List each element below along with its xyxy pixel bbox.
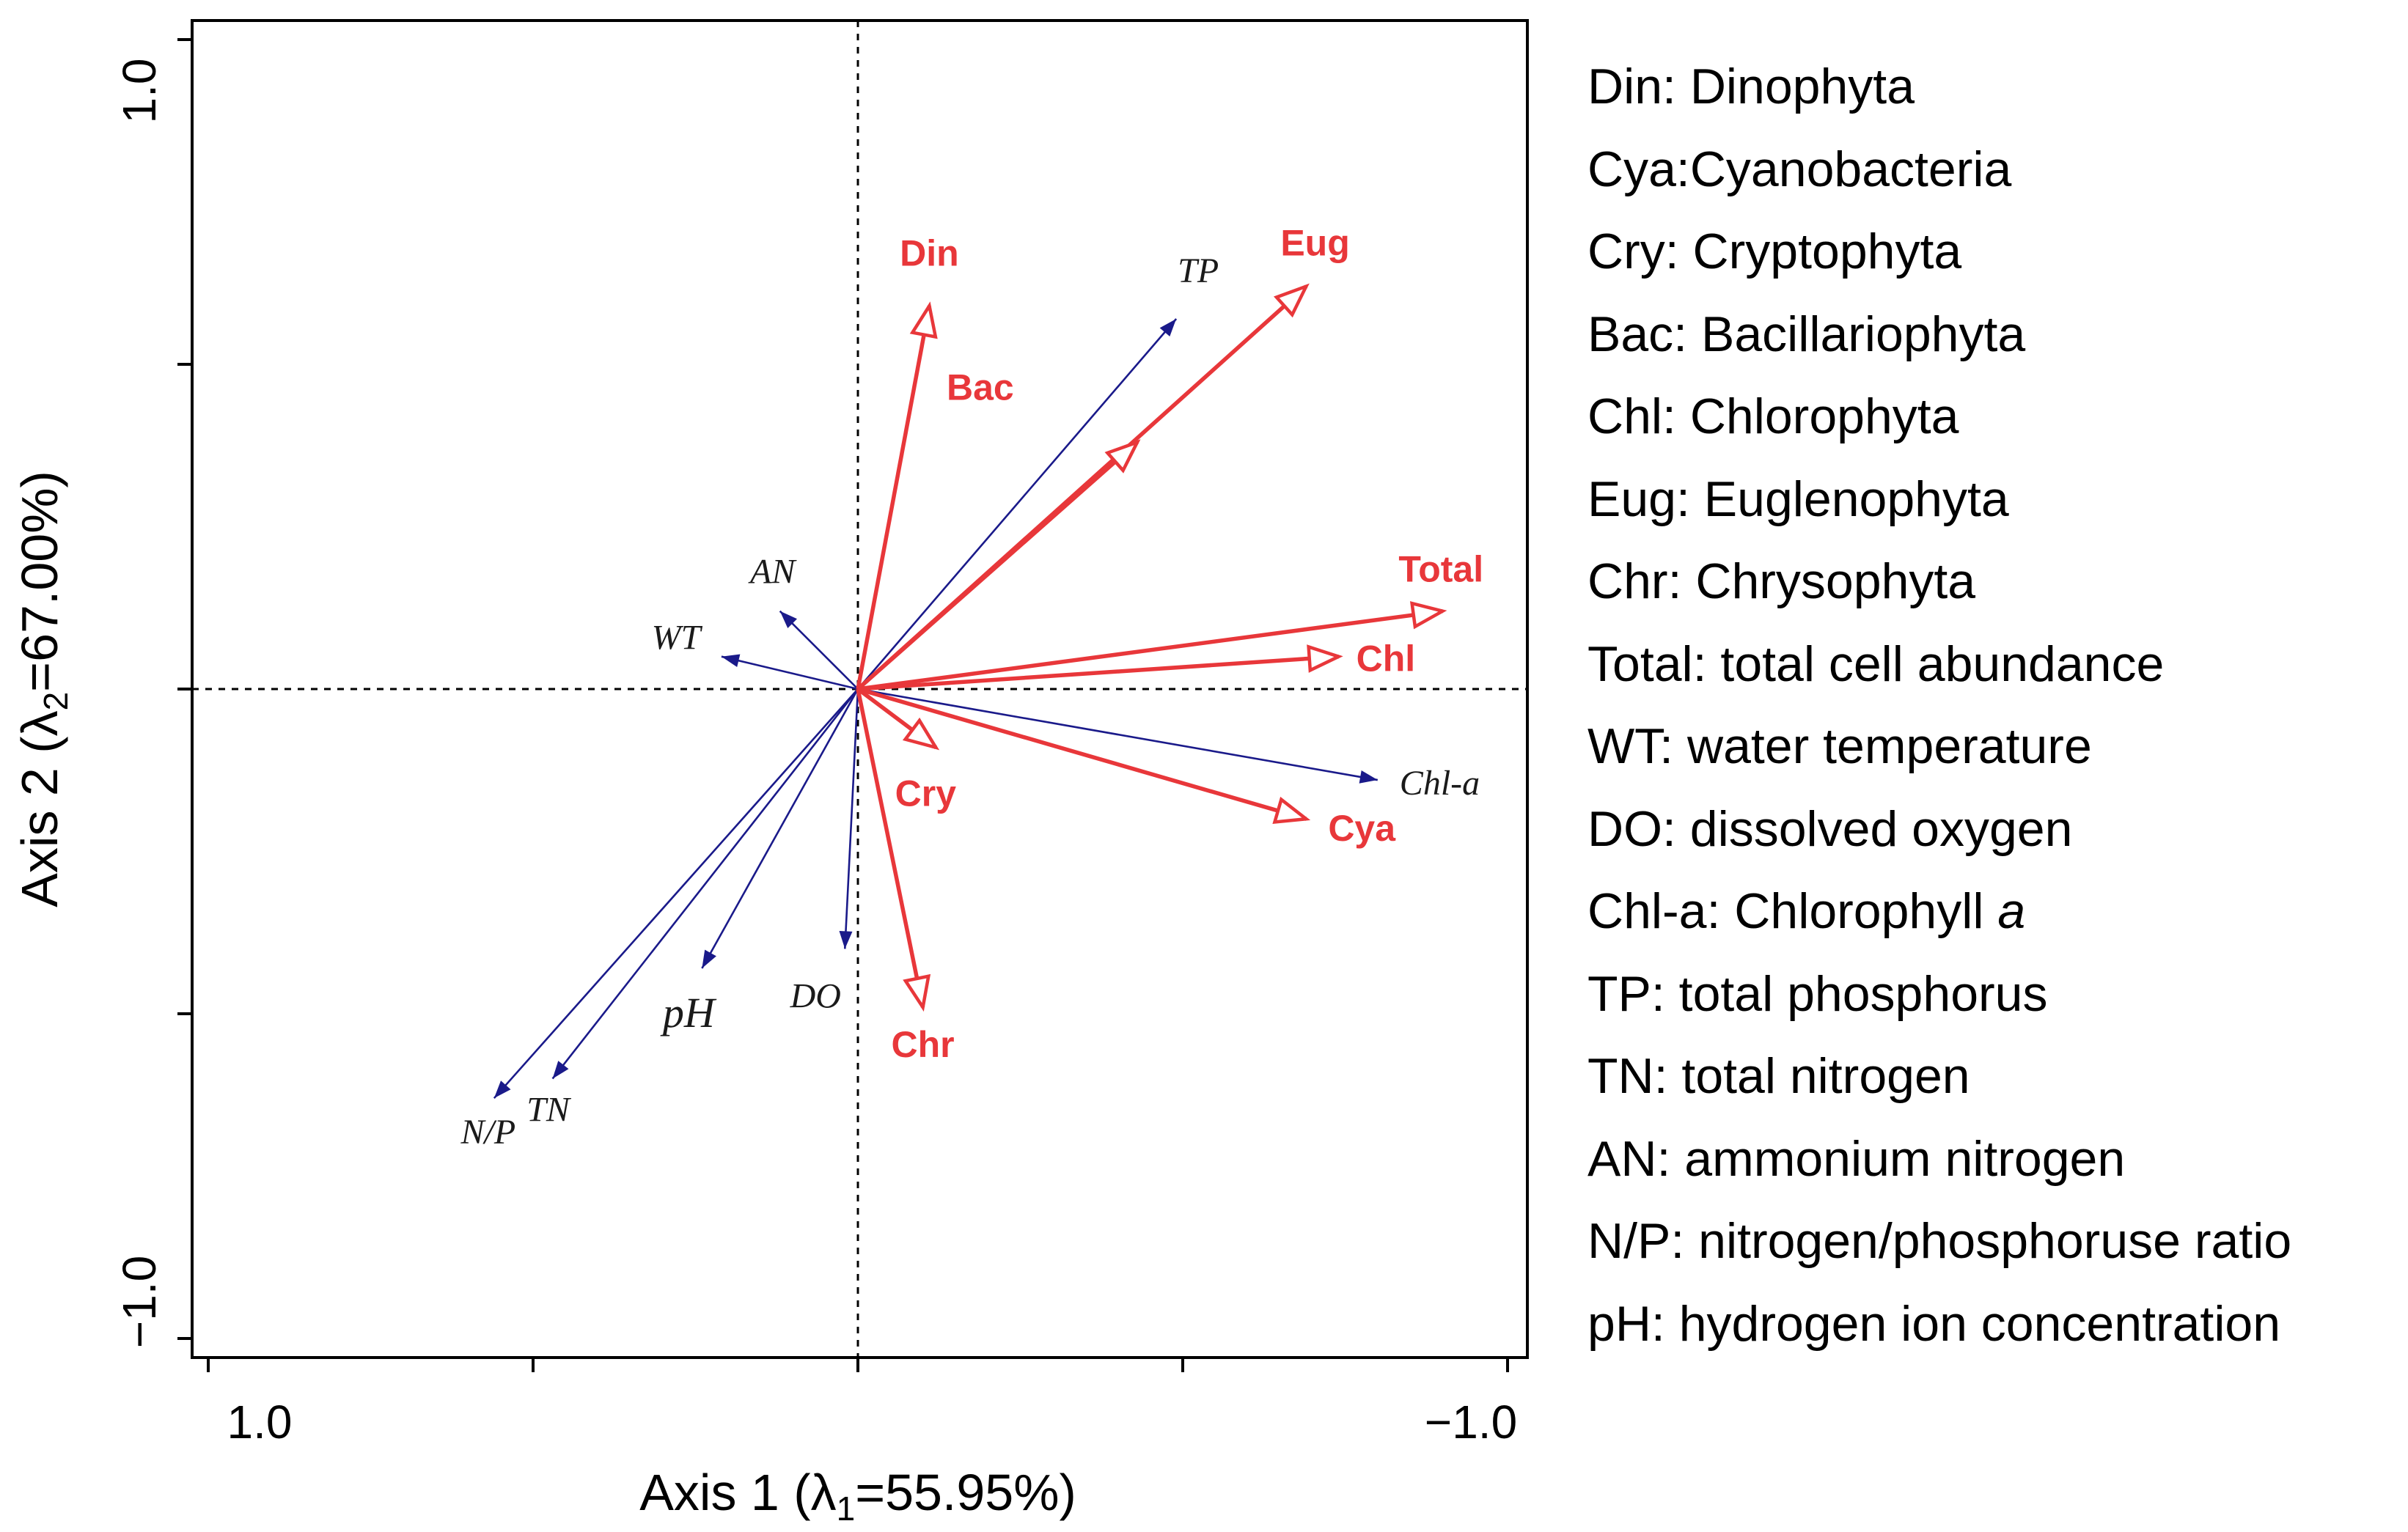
taxa-vector-chl [857, 644, 1343, 691]
legend-item: N/P: nitrogen/phosphoruse ratio [1587, 1213, 2292, 1269]
taxa-label: Cry [895, 773, 957, 814]
taxa-vector-total [857, 601, 1447, 691]
x-tick-label: −1.0 [1425, 1396, 1517, 1448]
legend-item: Total: total cell abundance [1587, 636, 2165, 692]
legend-item: Chl-a: Chlorophyll a [1587, 883, 2026, 939]
legend-item: TN: total nitrogen [1587, 1048, 1970, 1104]
legend-item: Cry: Cryptophyta [1587, 224, 1962, 279]
taxa-vector-cya [857, 687, 1311, 824]
env-vector-np [493, 688, 859, 1100]
taxa-label: Chl [1357, 638, 1416, 680]
y-axis-title: Axis 2 (λ2=67.00%) [11, 471, 75, 907]
legend-item: AN: ammonium nitrogen [1587, 1130, 2126, 1187]
legend-item: Bac: Bacillariophyta [1587, 306, 2026, 362]
ordination-biplot: 1.0 −1.0 1.0 −1.0 TP AN WT Chl-a DO pH TN N/P Din Eu… [11, 19, 1529, 1528]
env-label: TN [526, 1091, 572, 1130]
taxa-label: Cya [1328, 808, 1396, 849]
taxa-label: Din [900, 232, 959, 273]
env-label: N/P [460, 1113, 516, 1152]
env-label: DO [790, 976, 841, 1015]
taxa-vector-bac [856, 439, 1141, 691]
legend-item: Eug: Euglenophyta [1587, 471, 2009, 527]
env-vector-tn [551, 688, 859, 1080]
y-tick-label: 1.0 [113, 59, 166, 124]
env-label: pH [660, 989, 717, 1036]
taxa-vector-din [856, 301, 938, 690]
y-tick-label: −1.0 [113, 1256, 166, 1348]
env-label: TP [1178, 251, 1219, 290]
env-vector-chla [857, 688, 1379, 784]
legend-item: Chr: Chrysophyta [1587, 553, 1976, 609]
x-tick-label: 1.0 [227, 1396, 293, 1448]
env-vector-an [779, 610, 859, 690]
taxa-label: Total [1398, 549, 1483, 590]
legend-item: pH: hydrogen ion concentration [1587, 1295, 2281, 1352]
env-vector-do [839, 688, 859, 949]
taxa-vector-chr [856, 688, 931, 1012]
taxa-vector-cry [856, 687, 940, 751]
env-label: AN [748, 553, 797, 592]
taxa-label: Bac [947, 367, 1014, 408]
legend-item: WT: water temperature [1587, 718, 2092, 774]
legend-item: Chl: Chlorophyta [1587, 388, 1959, 444]
env-vector-ph [701, 688, 859, 969]
taxa-label: Chr [892, 1024, 955, 1065]
env-vector-wt [721, 654, 859, 690]
x-axis-title: Axis 1 (λ1=55.95%) [639, 1464, 1076, 1528]
env-vector-tp [857, 318, 1178, 690]
env-label: WT [652, 619, 703, 658]
legend-item: DO: dissolved oxygen [1587, 800, 2073, 857]
legend-item: TP: total phosphorus [1587, 965, 2048, 1022]
abbreviation-legend: Din: Dinophyta Cya:Cyanobacteria Cry: Cryp… [1587, 45, 2401, 1365]
env-label: Chl-a [1400, 764, 1480, 803]
legend-item: Cya:Cyanobacteria [1587, 141, 2012, 197]
taxa-label: Eug [1280, 223, 1349, 264]
legend-item: Din: Dinophyta [1587, 59, 1915, 114]
